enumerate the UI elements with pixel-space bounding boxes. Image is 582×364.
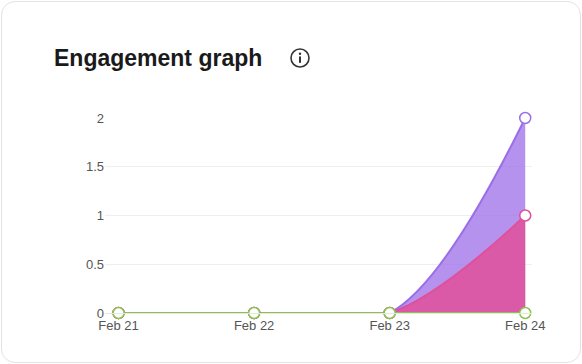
svg-text:Feb 21: Feb 21: [98, 318, 138, 333]
svg-text:Feb 22: Feb 22: [234, 318, 274, 333]
svg-text:2: 2: [97, 111, 104, 126]
svg-text:1.5: 1.5: [86, 159, 104, 174]
svg-text:0: 0: [97, 306, 104, 321]
svg-text:Engagement graph: Engagement graph: [54, 45, 262, 71]
svg-text:0.5: 0.5: [86, 257, 104, 272]
svg-text:Feb 24: Feb 24: [505, 318, 545, 333]
svg-text:1: 1: [97, 208, 104, 223]
svg-text:Feb 23: Feb 23: [369, 318, 409, 333]
